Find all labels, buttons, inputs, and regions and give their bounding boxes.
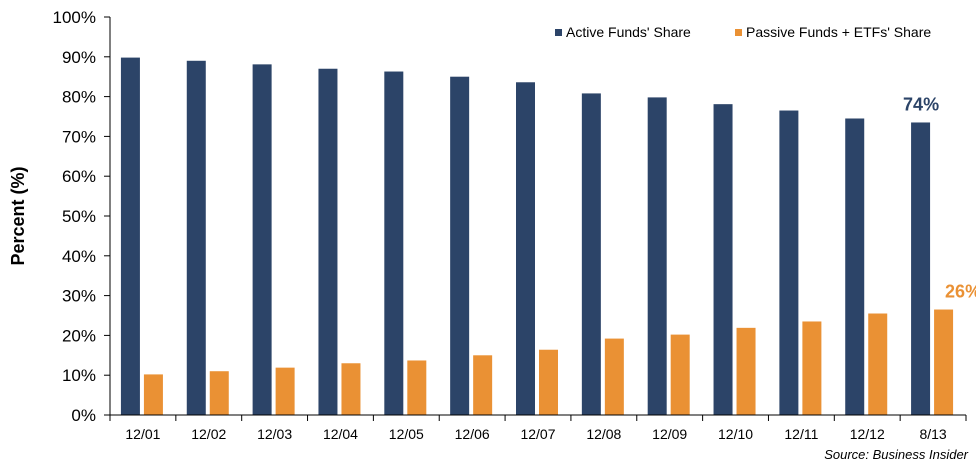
legend-swatch [555,29,562,36]
legend-label: Passive Funds + ETFs' Share [746,24,931,40]
bar-active [120,57,140,415]
x-tick-label: 12/03 [257,426,292,442]
bar-passive [736,327,756,415]
bar-active [186,60,206,415]
bar-active [384,71,404,415]
y-tick-label: 90% [62,48,96,67]
axes [109,17,966,416]
x-tick-label: 12/11 [784,426,818,442]
x-tick-label: 12/08 [586,426,621,442]
y-tick-label: 60% [62,167,96,186]
bar-passive [407,360,427,415]
bar-passive [604,338,624,415]
bar-passive [802,321,822,415]
bar-passive [539,349,558,415]
y-tick-label: 0% [71,406,96,425]
x-tick-label: 12/05 [389,426,424,442]
x-tick-label: 12/10 [718,426,753,442]
x-tick-label: 12/07 [520,426,555,442]
bar-passive [275,367,295,415]
y-tick-label: 50% [62,207,96,226]
x-tick-label: 12/04 [323,426,358,442]
x-tick-label: 8/13 [919,426,946,442]
source-note: Source: Business Insider [824,447,968,462]
x-tick-label: 12/02 [191,426,226,442]
x-tick-label: 12/01 [125,426,160,442]
bar-passive [143,374,163,415]
bar-active [450,76,470,415]
legend: Active Funds' Share Passive Funds + ETFs'… [555,24,931,40]
x-tick-label: 12/12 [850,426,885,442]
bar-passive [209,371,229,415]
bar-passive [341,363,361,415]
bar-active [911,122,931,415]
bar-passive [934,309,954,415]
bar-active [252,64,272,415]
y-tick-label: 80% [62,88,96,107]
bar-active [713,104,733,416]
x-tick-label: 12/09 [652,426,687,442]
x-tick-label: 12/06 [455,426,490,442]
bar-passive [473,355,493,415]
bar-active [581,93,601,415]
bar-active [516,82,535,415]
y-tick-label: 20% [62,326,96,345]
y-tick-label: 10% [62,366,96,385]
bar-active [318,68,338,416]
bar-active [779,110,799,415]
y-tick-label: 40% [62,247,96,266]
data-labels: 74% 26% [903,94,976,301]
bars [120,57,954,416]
bar-passive [670,334,690,415]
y-tick-label: 100% [53,8,96,27]
bar-passive [868,313,888,415]
data-label: 26% [945,282,976,302]
legend-label: Active Funds' Share [566,24,691,40]
data-label: 74% [903,94,939,114]
y-tick-label: 70% [62,127,96,146]
y-tick-label: 30% [62,287,96,306]
x-axis-ticks: 12/01 12/02 12/03 12/04 12/05 12/06 12/07 12/08… [109,415,967,442]
y-axis-label: Percent (%) [8,166,28,265]
legend-swatch [735,29,742,36]
bar-active [647,97,667,416]
y-axis-ticks: 0% 10% 20% 30% 40% 50% 60% 70% 80% 90% 100% [53,8,110,425]
bar-active [845,118,865,416]
